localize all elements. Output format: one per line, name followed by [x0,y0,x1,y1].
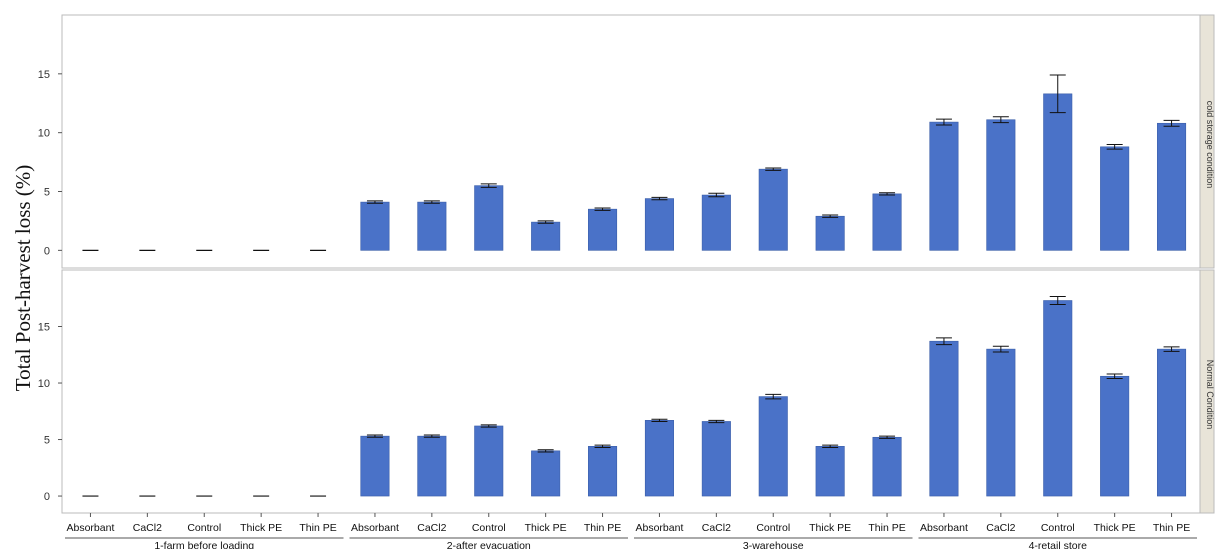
x-tick-label: Absorbant [920,522,968,534]
x-tick-label: Absorbant [351,522,399,534]
x-tick-label: CaCl2 [702,522,731,534]
x-tick-label: Thick PE [809,522,851,534]
x-tick-label: Thin PE [1153,522,1190,534]
y-tick-label: 0 [44,245,50,257]
y-tick-label: 5 [44,187,50,199]
bar [531,221,561,251]
bar [929,121,959,251]
bar [986,348,1016,497]
bar [815,446,845,497]
facet-strip [1199,14,1215,269]
facet-label: cold storage condition [1205,101,1215,189]
bar [417,435,447,497]
group-label: 4-retail store [1029,540,1088,549]
x-tick-label: Absorbant [636,522,684,534]
x-tick-label: CaCl2 [133,522,162,534]
bar [1100,146,1130,251]
plot-area: cold storage condition 0 5 10 15 Normal Condi… [38,14,1215,549]
bar [474,425,504,497]
x-tick-label: Absorbant [67,522,115,534]
bar [1157,348,1187,497]
bar [417,201,447,251]
x-tick-label: Control [756,522,790,534]
bar [531,450,561,497]
x-tick-label: Thin PE [584,522,621,534]
x-tick-label: Thick PE [525,522,567,534]
x-tick-label: Thick PE [240,522,282,534]
y-tick-label: 5 [44,435,50,447]
x-tick-label: Control [187,522,221,534]
panel-frame [61,14,1201,269]
facet-label: Normal Condition [1205,360,1215,430]
bar [701,421,731,497]
panel-frame [61,269,1201,514]
bar [588,446,618,497]
group-label: 3-warehouse [743,540,804,549]
bar [929,340,959,497]
y-tick-label: 0 [44,491,50,503]
group-label: 2-after evacuation [447,540,531,549]
bar [644,420,674,497]
x-tick-label: CaCl2 [986,522,1015,534]
facet-strip [1199,269,1215,514]
y-tick-label: 10 [38,128,50,140]
bar [1043,93,1073,251]
bar [1043,300,1073,497]
y-axis-label: Total Post-harvest loss (%) [11,165,35,392]
bar [360,201,390,251]
bar [872,193,902,251]
x-tick-label: Control [472,522,506,534]
bar [474,185,504,251]
bar [644,198,674,251]
bar [872,436,902,497]
x-tick-label: Thin PE [299,522,336,534]
x-tick-label: CaCl2 [417,522,446,534]
bar [588,208,618,251]
x-tick-label: Control [1041,522,1075,534]
bar [815,215,845,251]
bar [986,119,1016,251]
x-tick-label: Thick PE [1094,522,1136,534]
group-label: 1-farm before loading [154,540,254,549]
bar [1100,375,1130,497]
x-tick-label: Thin PE [868,522,905,534]
bar [701,194,731,251]
bar [1157,122,1187,251]
bar [758,396,788,497]
y-tick-label: 10 [38,378,50,390]
bar [360,435,390,497]
y-tick-label: 15 [38,69,50,81]
bar [758,168,788,251]
y-tick-label: 15 [38,322,50,334]
